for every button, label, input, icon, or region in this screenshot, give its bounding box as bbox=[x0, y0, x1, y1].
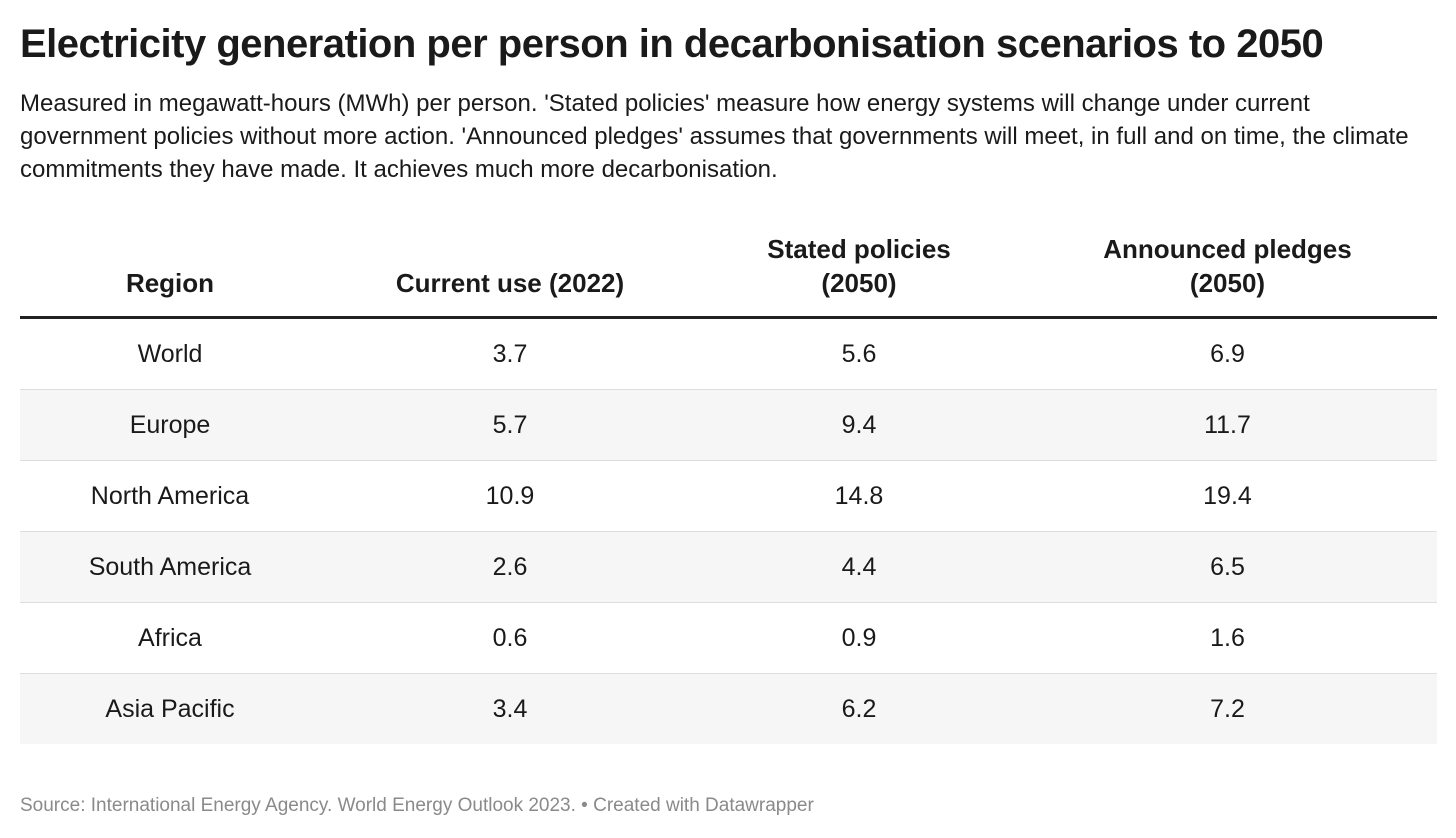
table-row: World 3.7 5.6 6.9 bbox=[20, 317, 1437, 390]
value-cell: 6.2 bbox=[700, 673, 1018, 744]
value-cell: 0.9 bbox=[700, 602, 1018, 674]
region-cell: Europe bbox=[20, 389, 320, 461]
table-row: North America 10.9 14.8 19.4 bbox=[20, 460, 1437, 532]
source-note: Source: International Energy Agency. Wor… bbox=[20, 795, 814, 816]
column-header-line: (2050) bbox=[821, 268, 897, 298]
value-cell: 0.6 bbox=[320, 602, 700, 674]
value-cell: 6.9 bbox=[1018, 317, 1437, 390]
data-table: Region Current use (2022) Stated policies (… bbox=[20, 232, 1437, 744]
value-cell: 9.4 bbox=[700, 389, 1018, 461]
column-header-line: Current use (2022) bbox=[395, 268, 625, 298]
region-cell: South America bbox=[20, 531, 320, 603]
region-cell: North America bbox=[20, 460, 320, 532]
value-cell: 3.7 bbox=[320, 317, 700, 390]
column-header: Stated policies (2050) bbox=[700, 232, 1018, 319]
chart-title: Electricity generation per person in dec… bbox=[20, 22, 1324, 66]
value-cell: 2.6 bbox=[320, 531, 700, 603]
column-header: Current use (2022) bbox=[320, 232, 700, 319]
table-header: Region Current use (2022) Stated policies (… bbox=[20, 232, 1437, 319]
column-header-line: Announced pledges bbox=[1103, 234, 1352, 264]
column-header-line: (2050) bbox=[1189, 268, 1266, 298]
column-header: Region bbox=[20, 232, 320, 319]
value-cell: 7.2 bbox=[1018, 673, 1437, 744]
header-row: Region Current use (2022) Stated policies (… bbox=[20, 232, 1437, 319]
value-cell: 4.4 bbox=[700, 531, 1018, 603]
table-row: Africa 0.6 0.9 1.6 bbox=[20, 602, 1437, 674]
column-header-line: Stated policies bbox=[767, 234, 951, 264]
chart-subtitle: Measured in megawatt-hours (MWh) per per… bbox=[20, 90, 1409, 183]
table-row: South America 2.6 4.4 6.5 bbox=[20, 531, 1437, 603]
value-cell: 1.6 bbox=[1018, 602, 1437, 674]
value-cell: 5.6 bbox=[700, 317, 1018, 390]
value-cell: 19.4 bbox=[1018, 460, 1437, 532]
value-cell: 10.9 bbox=[320, 460, 700, 532]
value-cell: 5.7 bbox=[320, 389, 700, 461]
column-header: Announced pledges (2050) bbox=[1018, 232, 1437, 319]
value-cell: 3.4 bbox=[320, 673, 700, 744]
table-row: Europe 5.7 9.4 11.7 bbox=[20, 389, 1437, 461]
value-cell: 6.5 bbox=[1018, 531, 1437, 603]
region-cell: Africa bbox=[20, 602, 320, 674]
table-row: Asia Pacific 3.4 6.2 7.2 bbox=[20, 673, 1437, 744]
value-cell: 11.7 bbox=[1018, 389, 1437, 461]
region-cell: World bbox=[20, 317, 320, 390]
column-header-line: Region bbox=[125, 268, 215, 298]
table-body: World 3.7 5.6 6.9 Europe 5.7 9.4 11.7 North Amer… bbox=[20, 317, 1437, 744]
value-cell: 14.8 bbox=[700, 460, 1018, 532]
region-cell: Asia Pacific bbox=[20, 673, 320, 744]
